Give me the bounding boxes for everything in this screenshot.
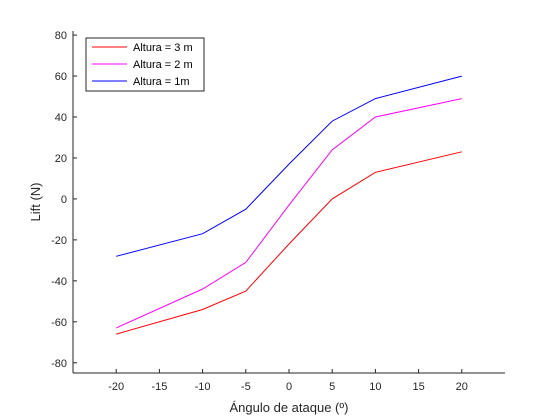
y-tick-label: 40	[55, 112, 67, 124]
x-tick-label: -20	[108, 381, 124, 393]
x-tick-label: 20	[456, 381, 468, 393]
x-tick-label: -15	[151, 381, 167, 393]
y-tick-label: 20	[55, 153, 67, 165]
y-tick-label: 60	[55, 71, 67, 83]
series-layer	[115, 75, 462, 335]
x-ticks: -20 -15 -10 -5 0 5 10 15 20	[108, 369, 468, 393]
series-line-1	[115, 98, 462, 329]
y-ticks: -80 -60 -40 -20 0 20 40 60 80	[51, 30, 77, 370]
x-tick-label: 15	[412, 381, 424, 393]
legend-label-3m: Altura = 3 m	[133, 42, 193, 54]
legend: Altura = 3 m Altura = 2 m Altura = 1m	[85, 37, 205, 92]
legend-label-2m: Altura = 2 m	[133, 59, 193, 71]
x-tick-label: 0	[286, 381, 292, 393]
series-line-2	[116, 75, 462, 257]
y-tick-label: 80	[55, 30, 67, 42]
x-tick-label: -5	[241, 381, 251, 393]
y-tick-label: -80	[51, 358, 67, 370]
y-axis-title: Lift (N)	[28, 183, 43, 222]
y-tick-label: -60	[51, 317, 67, 329]
x-tick-label: 5	[329, 381, 335, 393]
series-line-0	[116, 151, 462, 335]
y-tick-label: -40	[51, 276, 67, 288]
legend-label-1m: Altura = 1m	[133, 76, 190, 88]
x-axis-title: Ángulo de ataque (º)	[230, 400, 349, 415]
x-tick-label: 10	[369, 381, 381, 393]
x-tick-label: -10	[195, 381, 211, 393]
y-tick-label: 0	[61, 194, 67, 206]
y-tick-label: -20	[51, 235, 67, 247]
